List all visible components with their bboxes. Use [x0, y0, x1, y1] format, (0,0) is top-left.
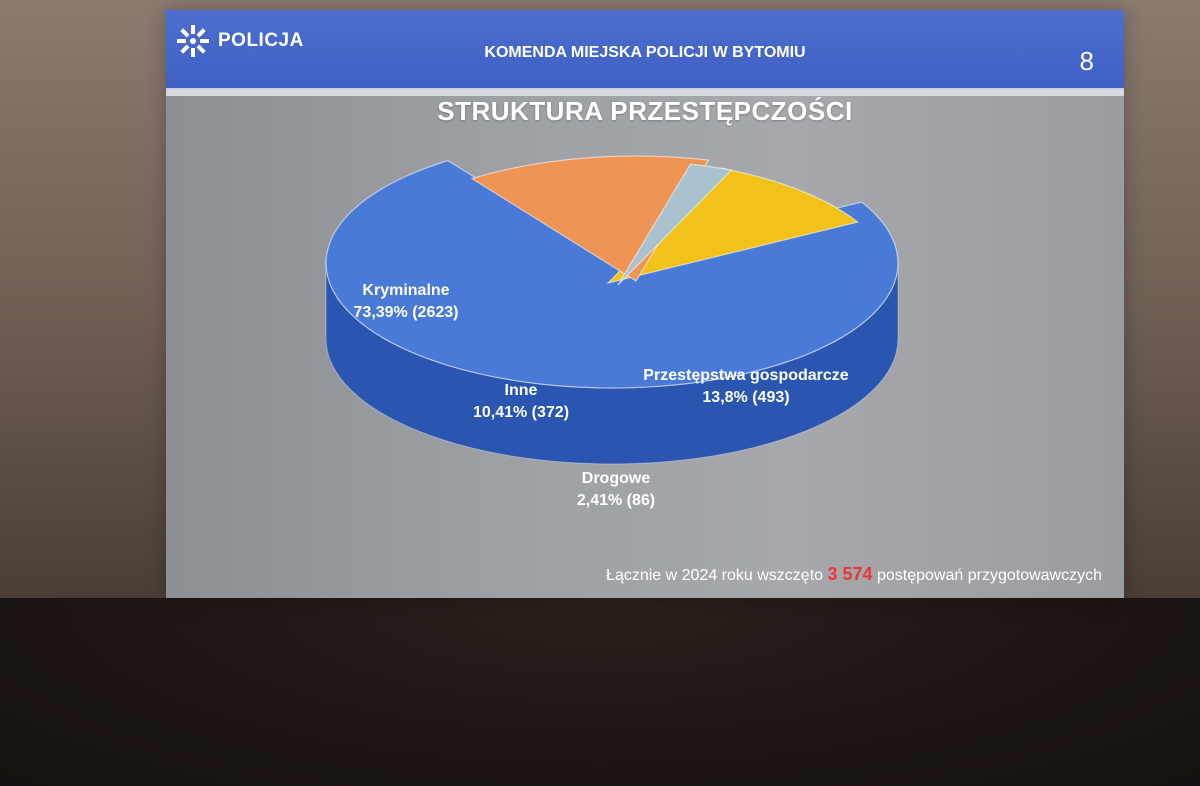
pie-slice-kryminalne [325, 159, 899, 389]
header-stripe [166, 90, 1124, 96]
police-logo: POLICJA [176, 24, 304, 58]
slice-name-label: Przestępstwa gospodarcze [643, 367, 849, 384]
pie-tops [325, 155, 899, 389]
header-title: KOMENDA MIEJSKA POLICJI W BYTOMIU [484, 44, 806, 61]
presentation-slide: POLICJA KOMENDA MIEJSKA POLICJI W BYTOMI… [166, 10, 1124, 598]
slice-value-label: 13,8% (493) [702, 389, 789, 406]
footer-text-after: postępowań przygotowawczych [872, 567, 1102, 584]
room-floor-area [0, 598, 1200, 786]
page-number: 8 [1079, 46, 1094, 76]
footer-total-number: 3 574 [827, 564, 873, 584]
slide-title: STRUKTURA PRZESTĘPCZOŚCI [437, 96, 853, 126]
footer-text-before: Łącznie w 2024 roku wszczęto [606, 567, 828, 584]
footer-summary: Łącznie w 2024 roku wszczęto 3 574 postę… [606, 564, 1102, 585]
slice-value-label: 10,41% (372) [473, 404, 569, 421]
slice-name-label: Kryminalne [362, 282, 449, 299]
slice-name-label: Inne [505, 382, 538, 399]
police-star-icon [177, 25, 209, 57]
pie-slice-inne [606, 167, 860, 285]
pie-chart: Kryminalne 73,39% (2623) Przestępstwa gosp… [325, 155, 899, 509]
pie-slice-drogowe [617, 163, 733, 286]
slice-value-label: 2,41% (86) [577, 492, 655, 509]
slice-name-label: Drogowe [582, 470, 651, 487]
slide-header: POLICJA KOMENDA MIEJSKA POLICJI W BYTOMI… [166, 10, 1124, 90]
logo-text: POLICJA [218, 30, 304, 51]
slice-value-label: 73,39% (2623) [354, 304, 459, 321]
